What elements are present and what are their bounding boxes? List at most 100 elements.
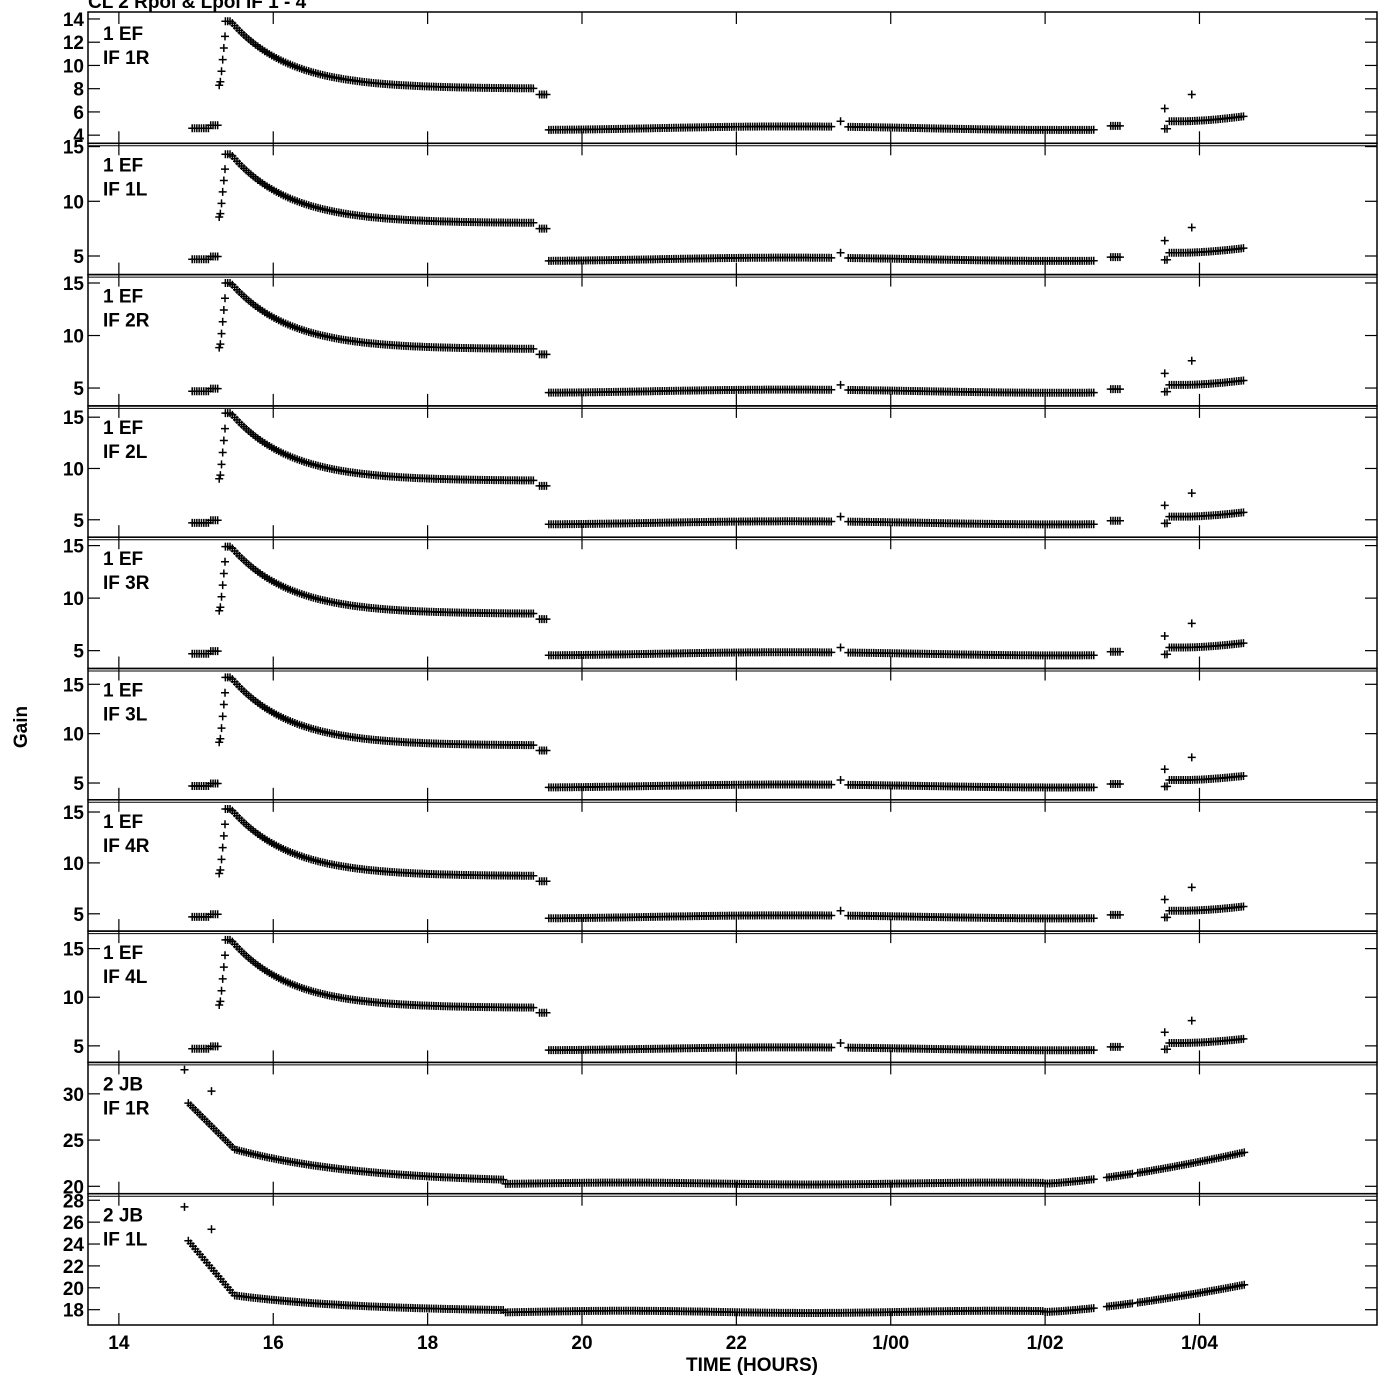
data-point xyxy=(1089,125,1098,134)
y-tick-label: 14 xyxy=(63,10,85,31)
y-tick-label: 10 xyxy=(63,589,84,610)
data-point xyxy=(1160,1028,1169,1037)
data-point xyxy=(221,820,230,829)
data-point xyxy=(529,84,538,93)
data-point xyxy=(1160,236,1169,245)
data-point xyxy=(1160,765,1169,774)
data-point xyxy=(216,471,225,480)
data-point xyxy=(1089,1175,1098,1184)
data-point xyxy=(215,343,224,352)
data-point xyxy=(1239,376,1248,385)
data-point xyxy=(216,603,225,612)
y-tick-label: 15 xyxy=(63,803,85,824)
data-point xyxy=(221,688,230,697)
data-point xyxy=(1128,1169,1137,1178)
data-point xyxy=(1163,913,1172,922)
data-point xyxy=(1160,631,1169,640)
data-point xyxy=(1163,255,1172,264)
y-tick-label: 5 xyxy=(73,247,84,268)
data-point xyxy=(1187,223,1196,232)
data-point xyxy=(213,252,222,261)
panel-5: 5 10 15 1 EF IF 3R xyxy=(63,536,1378,670)
y-tick-label: 10 xyxy=(63,327,84,348)
data-point xyxy=(1187,753,1196,762)
data-point xyxy=(1160,895,1169,904)
data-point xyxy=(827,911,836,920)
y-tick-label: 12 xyxy=(63,33,84,54)
data-point xyxy=(542,746,551,755)
data-point xyxy=(1187,619,1196,628)
y-tick-label: 15 xyxy=(63,138,85,159)
data-point xyxy=(827,253,836,262)
y-tick-label: 15 xyxy=(63,274,85,295)
data-point xyxy=(218,317,227,326)
panel-frame xyxy=(87,1192,1378,1326)
data-point xyxy=(1089,1304,1098,1313)
data-point xyxy=(529,871,538,880)
data-point xyxy=(1089,388,1098,397)
data-point xyxy=(216,209,225,218)
data-point xyxy=(217,67,226,76)
data-point xyxy=(1239,902,1248,911)
y-tick-label: 5 xyxy=(73,905,84,926)
y-tick-label: 18 xyxy=(63,1301,84,1322)
data-point xyxy=(542,350,551,359)
data-point xyxy=(215,81,224,90)
data-point xyxy=(221,32,230,41)
data-point xyxy=(1187,489,1196,498)
data-point xyxy=(1089,783,1098,792)
data-point xyxy=(1187,1016,1196,1025)
y-tick-label: 15 xyxy=(63,940,85,961)
x-tick-label: 16 xyxy=(263,1333,284,1354)
data-point xyxy=(213,779,222,788)
data-point xyxy=(1163,124,1172,133)
data-point xyxy=(216,340,225,349)
x-tick-label: 22 xyxy=(726,1333,747,1354)
data-point xyxy=(836,1038,845,1047)
panel-antenna-label: 1 EF xyxy=(103,812,143,833)
y-tick-label: 15 xyxy=(63,537,85,558)
data-point xyxy=(1089,256,1098,265)
panel-3: 5 10 15 1 EF IF 2R xyxy=(63,273,1378,407)
data-point xyxy=(1239,244,1248,253)
data-point xyxy=(1239,1034,1248,1043)
y-tick-label: 25 xyxy=(63,1131,85,1152)
y-tick-label: 6 xyxy=(73,103,84,124)
data-point xyxy=(219,436,228,445)
data-point xyxy=(219,963,228,972)
y-tick-label: 26 xyxy=(63,1213,84,1234)
data-point xyxy=(1163,782,1172,791)
y-tick-label: 5 xyxy=(73,1037,84,1058)
data-point xyxy=(1239,639,1248,648)
y-tick-label: 5 xyxy=(73,642,84,663)
y-tick-label: 8 xyxy=(73,80,84,101)
y-tick-label: 10 xyxy=(63,459,84,480)
data-point xyxy=(213,910,222,919)
data-point xyxy=(1115,780,1124,789)
panel-if-label: IF 1L xyxy=(103,179,148,200)
data-point xyxy=(217,724,226,733)
data-point xyxy=(1115,1042,1124,1051)
data-point xyxy=(215,1000,224,1009)
panel-antenna-label: 1 EF xyxy=(103,943,143,964)
x-axis: 14 16 18 20 22 1/00 1/02 1/04 xyxy=(108,1333,1218,1354)
data-point xyxy=(219,569,228,578)
data-point xyxy=(1163,1045,1172,1054)
data-point xyxy=(1240,1148,1249,1157)
panel-antenna-label: 2 JB xyxy=(103,1074,143,1095)
y-tick-label: 5 xyxy=(73,379,84,400)
data-point xyxy=(219,831,228,840)
data-point xyxy=(1239,771,1248,780)
x-tick-label: 20 xyxy=(571,1333,592,1354)
data-point xyxy=(836,906,845,915)
data-point xyxy=(213,1042,222,1051)
y-tick-label: 10 xyxy=(63,56,84,77)
y-tick-label: 5 xyxy=(73,774,84,795)
data-point xyxy=(213,516,222,525)
y-axis-label: Gain xyxy=(11,706,32,748)
data-point xyxy=(1163,387,1172,396)
data-point xyxy=(827,1043,836,1052)
data-point xyxy=(1115,121,1124,130)
data-point xyxy=(1187,356,1196,365)
